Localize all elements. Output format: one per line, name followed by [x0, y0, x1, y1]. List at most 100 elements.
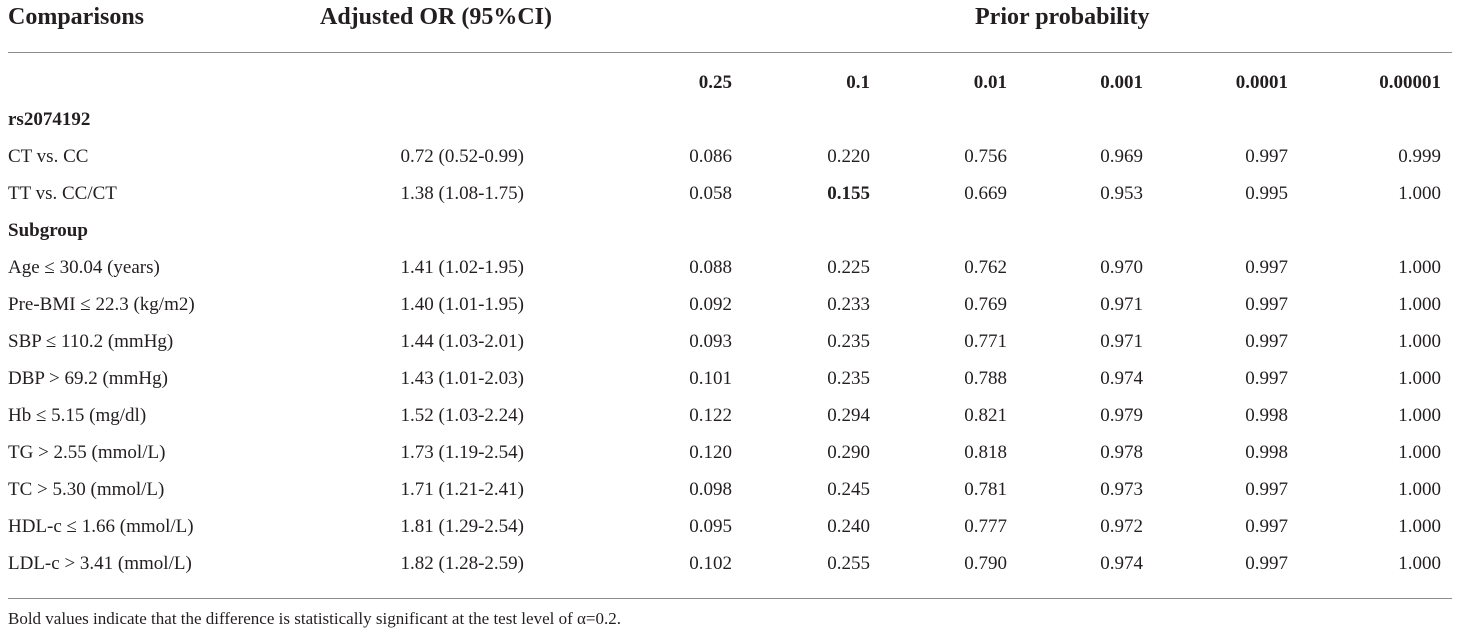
header-prior-probability: Prior probability	[975, 4, 1150, 30]
row-or: 1.82 (1.28-2.59)	[400, 553, 524, 574]
row-value: 0.058	[689, 183, 732, 204]
row-value: 1.000	[1398, 553, 1441, 574]
row-value: 0.120	[689, 442, 732, 463]
row-value: 0.101	[689, 368, 732, 389]
row-value: 0.997	[1245, 257, 1288, 278]
row-value: 0.781	[964, 479, 1007, 500]
row-label: CT vs. CC	[8, 146, 89, 167]
row-value: 1.000	[1398, 516, 1441, 537]
row-value: 0.973	[1100, 479, 1143, 500]
row-value: 0.997	[1245, 516, 1288, 537]
row-value: 0.974	[1100, 553, 1143, 574]
table-footnote: Bold values indicate that the difference…	[8, 609, 622, 628]
row-value: 1.000	[1398, 257, 1441, 278]
row-value: 1.000	[1398, 368, 1441, 389]
row-value: 0.233	[827, 294, 870, 315]
row-label: DBP > 69.2 (mmHg)	[8, 368, 168, 389]
header-adjusted-or: Adjusted OR (95%CI)	[320, 4, 553, 30]
row-value: 0.997	[1245, 553, 1288, 574]
row-value: 0.997	[1245, 479, 1288, 500]
row-value: 0.978	[1100, 442, 1143, 463]
row-value: 0.092	[689, 294, 732, 315]
row-value: 1.000	[1398, 331, 1441, 352]
table-row: CT vs. CC 0.72 (0.52-0.99) 0.086 0.220 0…	[0, 146, 1460, 176]
section-row: rs2074192	[0, 109, 1460, 139]
row-value: 0.290	[827, 442, 870, 463]
row-value: 0.971	[1100, 294, 1143, 315]
row-value: 0.102	[689, 553, 732, 574]
prior-value: 0.1	[846, 72, 870, 93]
row-value: 0.235	[827, 368, 870, 389]
row-value: 0.762	[964, 257, 1007, 278]
row-value: 1.000	[1398, 294, 1441, 315]
table-row: SBP ≤ 110.2 (mmHg) 1.44 (1.03-2.01) 0.09…	[0, 331, 1460, 361]
header-divider	[8, 52, 1452, 53]
row-value: 0.093	[689, 331, 732, 352]
row-value: 0.995	[1245, 183, 1288, 204]
prior-value: 0.25	[698, 72, 732, 93]
row-value: 0.821	[964, 405, 1007, 426]
row-label: Age ≤ 30.04 (years)	[8, 257, 160, 278]
row-value: 0.818	[964, 442, 1007, 463]
row-value: 0.998	[1245, 442, 1288, 463]
row-value: 0.969	[1100, 146, 1143, 167]
row-value: 0.997	[1245, 368, 1288, 389]
prior-value: 0.01	[973, 72, 1007, 93]
row-or: 1.38 (1.08-1.75)	[400, 183, 524, 204]
row-value: 0.122	[689, 405, 732, 426]
row-value: 0.769	[964, 294, 1007, 315]
row-or: 1.41 (1.02-1.95)	[400, 257, 524, 278]
row-value: 0.294	[827, 405, 870, 426]
row-value: 0.998	[1245, 405, 1288, 426]
row-or: 1.43 (1.01-2.03)	[400, 368, 524, 389]
row-value: 0.997	[1245, 146, 1288, 167]
row-value: 0.790	[964, 553, 1007, 574]
row-value: 0.788	[964, 368, 1007, 389]
row-value: 0.974	[1100, 368, 1143, 389]
table-row: DBP > 69.2 (mmHg) 1.43 (1.01-2.03) 0.101…	[0, 368, 1460, 398]
row-value: 0.999	[1398, 146, 1441, 167]
row-or: 0.72 (0.52-0.99)	[400, 146, 524, 167]
row-value: 0.756	[964, 146, 1007, 167]
row-or: 1.81 (1.29-2.54)	[400, 516, 524, 537]
table-row: HDL-c ≤ 1.66 (mmol/L) 1.81 (1.29-2.54) 0…	[0, 516, 1460, 546]
table-row: TT vs. CC/CT 1.38 (1.08-1.75) 0.058 0.15…	[0, 183, 1460, 213]
row-or: 1.40 (1.01-1.95)	[400, 294, 524, 315]
row-value: 1.000	[1398, 479, 1441, 500]
row-value: 0.220	[827, 146, 870, 167]
row-value: 0.095	[689, 516, 732, 537]
row-value: 0.245	[827, 479, 870, 500]
row-label: Hb ≤ 5.15 (mg/dl)	[8, 405, 147, 426]
header-comparisons: Comparisons	[8, 4, 145, 30]
row-value: 0.979	[1100, 405, 1143, 426]
prior-values-row: 0.25 0.1 0.01 0.001 0.0001 0.00001	[0, 72, 1460, 102]
row-value: 1.000	[1398, 442, 1441, 463]
row-value: 0.098	[689, 479, 732, 500]
prior-value: 0.0001	[1235, 72, 1288, 93]
row-value: 0.771	[964, 331, 1007, 352]
row-value: 0.953	[1100, 183, 1143, 204]
footer-divider	[8, 598, 1452, 599]
row-value: 0.777	[964, 516, 1007, 537]
table-row: Pre-BMI ≤ 22.3 (kg/m2) 1.40 (1.01-1.95) …	[0, 294, 1460, 324]
row-value: 0.088	[689, 257, 732, 278]
row-label: TG > 2.55 (mmol/L)	[8, 442, 166, 463]
row-value: 0.972	[1100, 516, 1143, 537]
row-label: HDL-c ≤ 1.66 (mmol/L)	[8, 516, 194, 537]
row-label: LDL-c > 3.41 (mmol/L)	[8, 553, 192, 574]
row-or: 1.52 (1.03-2.24)	[400, 405, 524, 426]
row-value: 0.997	[1245, 294, 1288, 315]
row-label: TT vs. CC/CT	[8, 183, 117, 204]
table-row: Age ≤ 30.04 (years) 1.41 (1.02-1.95) 0.0…	[0, 257, 1460, 287]
row-or: 1.73 (1.19-2.54)	[400, 442, 524, 463]
table-row: LDL-c > 3.41 (mmol/L) 1.82 (1.28-2.59) 0…	[0, 553, 1460, 583]
row-value: 1.000	[1398, 183, 1441, 204]
row-or: 1.44 (1.03-2.01)	[400, 331, 524, 352]
row-label: TC > 5.30 (mmol/L)	[8, 479, 165, 500]
row-or: 1.71 (1.21-2.41)	[400, 479, 524, 500]
row-value: 0.225	[827, 257, 870, 278]
section-row: Subgroup	[0, 220, 1460, 250]
row-label: SBP ≤ 110.2 (mmHg)	[8, 331, 174, 352]
row-value: 1.000	[1398, 405, 1441, 426]
